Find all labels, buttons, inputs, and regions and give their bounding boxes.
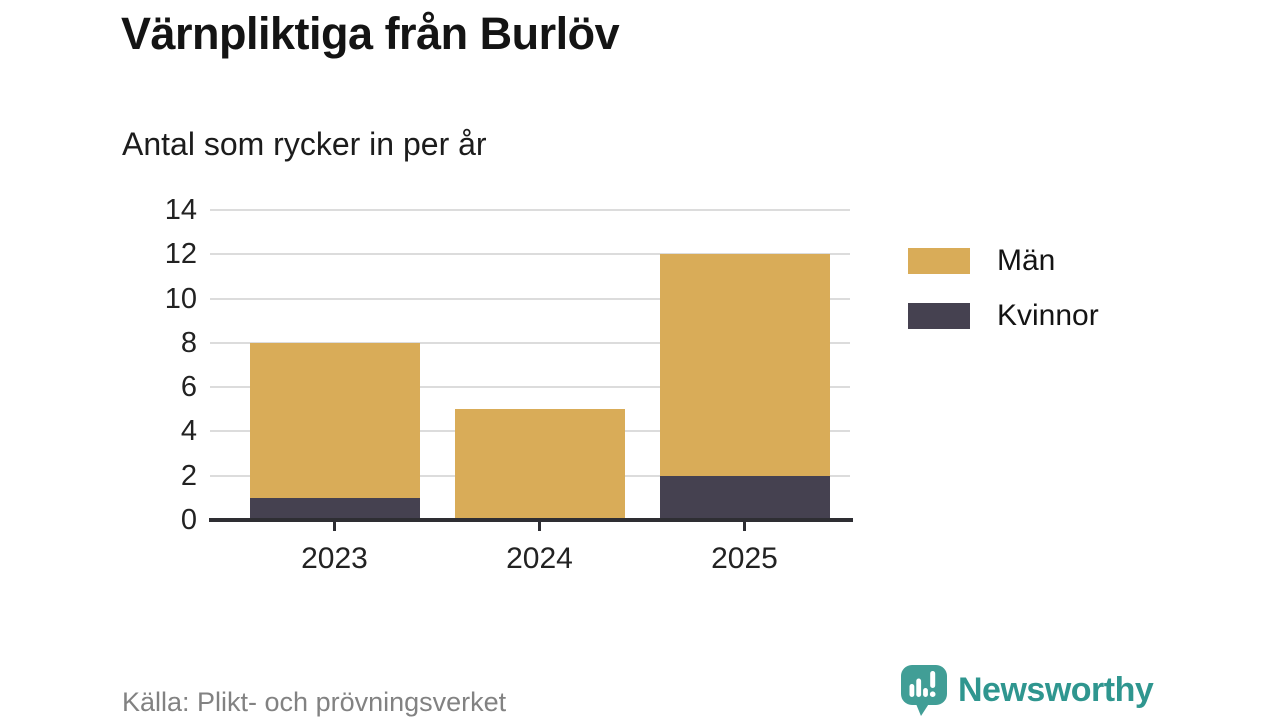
- y-axis-tick-label: 4: [180, 415, 197, 448]
- chart-subtitle: Antal som rycker in per år: [122, 126, 487, 162]
- brand-name: Newsworthy: [958, 670, 1154, 709]
- bar-2024-män: [454, 409, 625, 520]
- bar-2023-män: [249, 342, 420, 498]
- chart-title: Värnpliktiga från Burlöv: [121, 8, 620, 59]
- bar-2023-kvinnor: [249, 497, 420, 520]
- legend-label-women: Kvinnor: [997, 299, 1099, 332]
- y-axis-tick-label: 14: [164, 194, 197, 226]
- men-color-swatch: [908, 248, 970, 274]
- legend-item-men: Män: [908, 244, 1099, 278]
- y-axis-tick-label: 0: [180, 504, 197, 536]
- gridline-y6: [210, 386, 850, 389]
- legend-item-women: Kvinnor: [908, 299, 1099, 333]
- y-axis-tick-label: 10: [164, 282, 197, 315]
- x-axis-tick-2024: [538, 522, 541, 531]
- gridline-y14: [210, 209, 850, 211]
- y-axis-tick-label: 2: [180, 459, 197, 492]
- x-axis-label-2024: 2024: [506, 542, 573, 575]
- y-axis-tick-label: 8: [180, 326, 197, 359]
- newsworthy-icon: [901, 665, 947, 716]
- brand-logo: Newsworthy: [899, 662, 1154, 718]
- y-axis-tick-label: 12: [164, 238, 197, 271]
- x-axis-label-2023: 2023: [301, 542, 368, 575]
- gridline-y8: [210, 341, 850, 344]
- x-axis-tick-2025: [743, 522, 746, 531]
- bar-2025-män: [659, 254, 830, 476]
- women-color-swatch: [908, 303, 970, 329]
- y-axis-tick-label: 6: [180, 371, 197, 404]
- x-axis-label-2025: 2025: [711, 542, 778, 575]
- x-axis-line: [209, 518, 853, 522]
- chart-legend: Män Kvinnor: [908, 244, 1099, 333]
- gridline-y12: [210, 253, 850, 256]
- gridline-y10: [210, 297, 850, 300]
- x-axis-tick-2023: [333, 522, 336, 531]
- bar-2025-kvinnor: [659, 475, 830, 520]
- legend-label-men: Män: [997, 244, 1056, 277]
- source-note: Källa: Plikt- och prövningsverket: [122, 687, 507, 717]
